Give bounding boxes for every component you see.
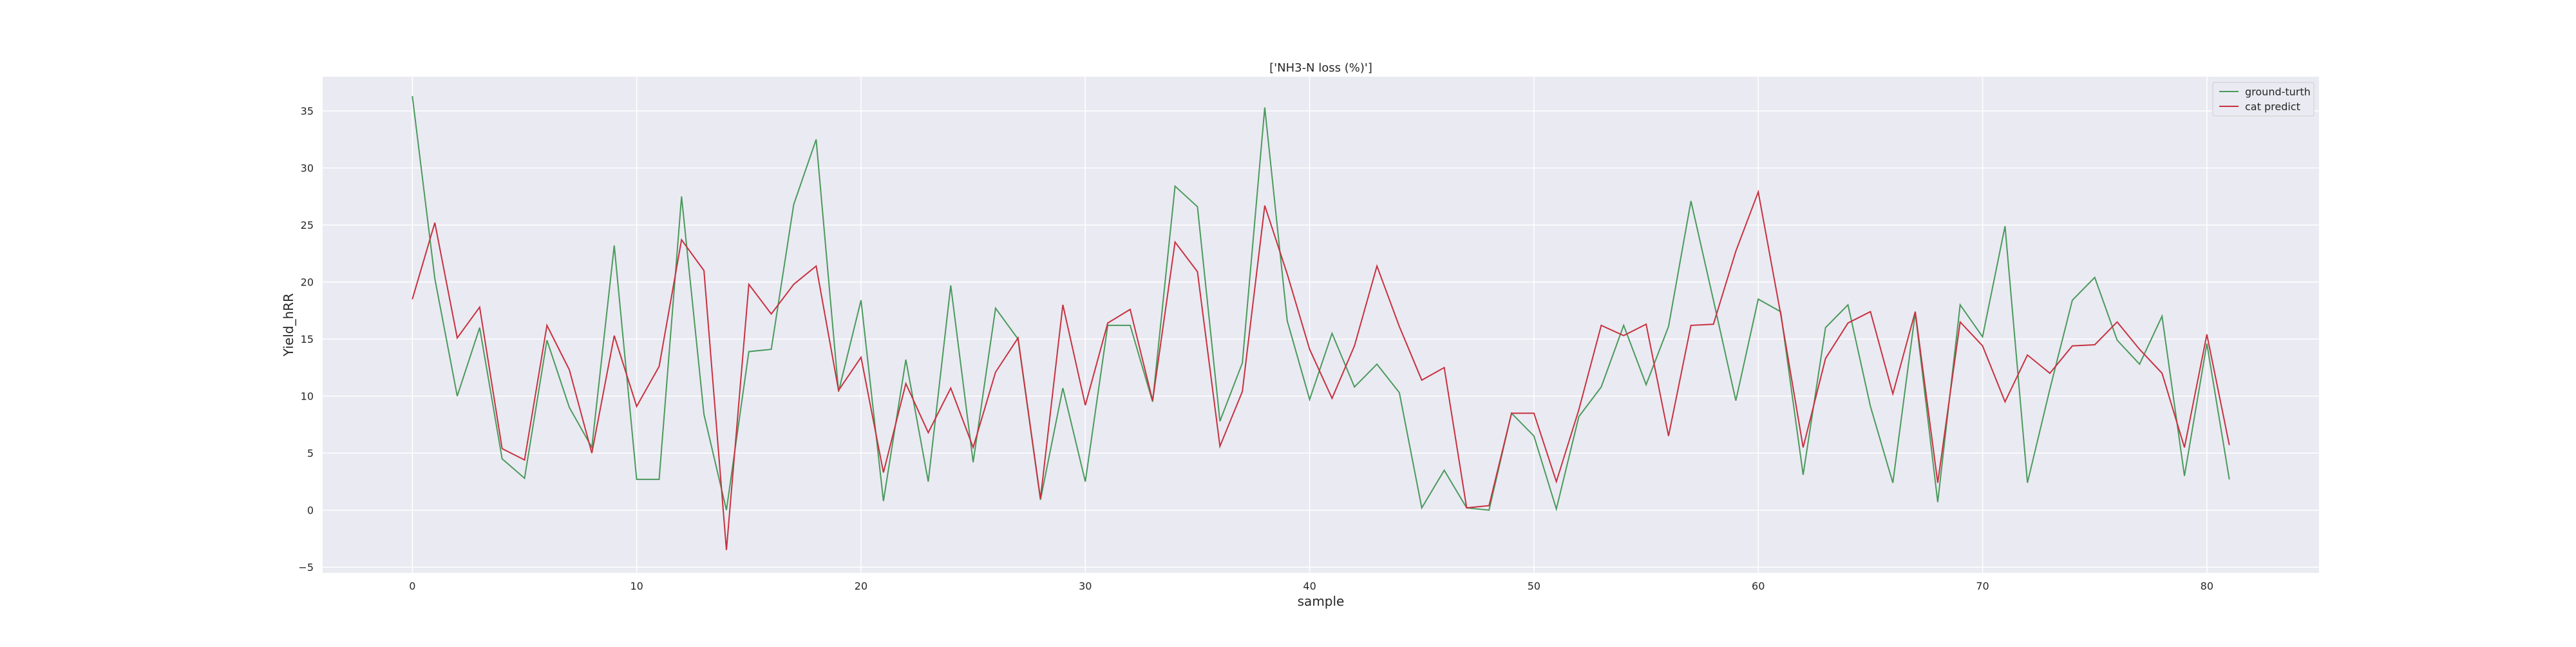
y-tick-label: 25: [301, 219, 314, 231]
y-tick-label: 30: [301, 162, 314, 175]
x-tick-label: 30: [1079, 580, 1092, 592]
y-tick-label: 20: [301, 276, 314, 289]
x-tick-label: 60: [1752, 580, 1765, 592]
series-line-cat-predict: [412, 189, 2230, 550]
x-tick-label: 20: [855, 580, 867, 592]
x-tick-label: 80: [2201, 580, 2213, 592]
y-axis-label: Yield_hRR: [281, 293, 296, 357]
y-tick-label: 0: [307, 505, 314, 517]
y-tick-label: −5: [298, 561, 314, 574]
x-tick-label: 70: [1976, 580, 1989, 592]
legend-label-ground-turth: ground-turth: [2245, 86, 2311, 98]
series-lines: [412, 95, 2230, 550]
x-tick-label: 10: [630, 580, 643, 592]
y-tick-label: 5: [307, 447, 314, 459]
legend: ground-turth cat predict: [2212, 82, 2315, 117]
x-tick-label: 50: [1528, 580, 1540, 592]
y-tick-label: 35: [301, 105, 314, 117]
tick-labels: 0 10 20 30 40 50 60 70 80 −5 0 5 10 15 20 25 30 35: [298, 105, 2213, 592]
legend-label-cat-predict: cat predict: [2245, 101, 2300, 113]
series-line-ground-turth: [412, 95, 2230, 512]
plot-background: [323, 77, 2319, 573]
x-tick-label: 40: [1303, 580, 1316, 592]
y-tick-label: 15: [301, 333, 314, 345]
x-axis-label: sample: [1298, 594, 1345, 609]
grid: [323, 77, 2319, 573]
y-tick-label: 10: [301, 391, 314, 403]
chart-title: ['NH3-N loss (%)']: [1269, 61, 1372, 75]
x-tick-label: 0: [409, 580, 415, 592]
